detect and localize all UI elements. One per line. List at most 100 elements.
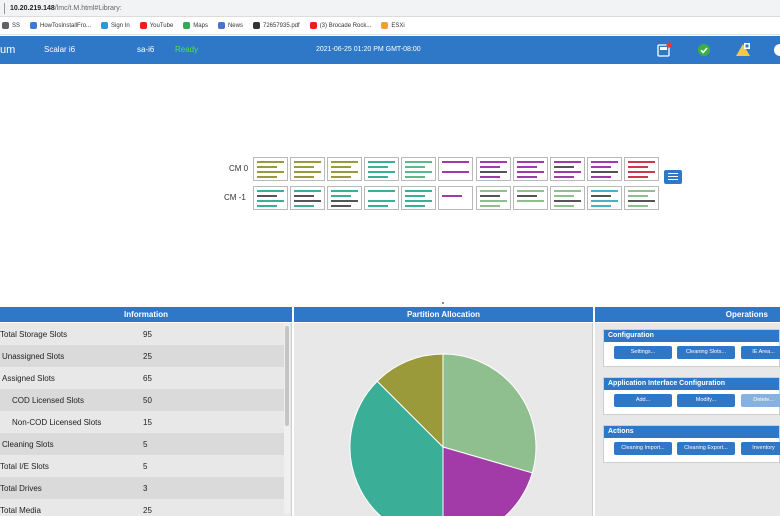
- tape-slot: [257, 166, 277, 168]
- tape-slot: [591, 171, 618, 173]
- magazine-slot[interactable]: [550, 186, 585, 210]
- tape-slot: [442, 171, 469, 173]
- magazine-slot[interactable]: [624, 186, 659, 210]
- tape-slot: [442, 190, 469, 192]
- tape-slot: [405, 166, 425, 168]
- pane-splitter-handle[interactable]: [442, 302, 444, 304]
- library-status: Ready: [175, 45, 199, 54]
- bookmark-label: News: [227, 22, 243, 29]
- tape-slot: [405, 171, 432, 173]
- module-label: CM -1: [224, 193, 246, 202]
- bookmark-label: Maps: [193, 22, 208, 29]
- magazine-slot[interactable]: [587, 186, 622, 210]
- tape-slot: [480, 195, 500, 197]
- magazine-slot[interactable]: [438, 186, 473, 210]
- operation-button[interactable]: Add...: [614, 394, 672, 407]
- tape-slot: [591, 195, 611, 197]
- bookmark-item[interactable]: ESXi: [381, 22, 405, 29]
- magazine-slot[interactable]: [290, 157, 325, 181]
- sign-in-icon: [101, 22, 109, 29]
- bookmark-item[interactable]: Maps: [183, 22, 208, 29]
- warning-ticket-icon[interactable]: [735, 42, 751, 58]
- bookmark-label: SS: [12, 22, 21, 29]
- magazine-slot[interactable]: [364, 186, 399, 210]
- tape-slot: [554, 161, 581, 163]
- magazine-slot[interactable]: [290, 186, 325, 210]
- magazine-slot[interactable]: [253, 157, 288, 181]
- bookmark-item[interactable]: HowTosInstallFro...: [30, 22, 91, 29]
- bookmark-item[interactable]: SS: [2, 22, 20, 29]
- tape-slot: [628, 200, 655, 202]
- bookmark-item[interactable]: 72657935.pdf: [252, 22, 300, 29]
- bookmark-label: ESXi: [391, 22, 405, 29]
- tape-slot: [517, 190, 544, 192]
- tape-slot: [331, 161, 358, 163]
- operation-button[interactable]: Settings...: [614, 346, 672, 359]
- magazine-slot[interactable]: [513, 157, 548, 181]
- bookmark-item[interactable]: News: [217, 22, 243, 29]
- partition-allocation-header: Partition Allocation: [294, 307, 593, 322]
- tape-slot: [405, 205, 425, 207]
- tape-slot: [331, 176, 351, 178]
- pie-slice[interactable]: [442, 446, 533, 516]
- browser-address-bar[interactable]: 10.20.219.148/lmc/t.M.html#Library:: [0, 0, 780, 17]
- info-row: Unassigned Slots 25: [0, 345, 284, 367]
- tape-slot: [480, 166, 500, 168]
- info-row: Cleaning Slots 5: [0, 433, 284, 455]
- tape-slot: [257, 161, 284, 163]
- information-scrollbar[interactable]: [284, 324, 290, 514]
- pie-slice[interactable]: [349, 380, 444, 516]
- tape-slot: [554, 166, 574, 168]
- user-icon[interactable]: [772, 42, 780, 58]
- magazine-slot[interactable]: [624, 157, 659, 181]
- tape-slot: [294, 195, 314, 197]
- magazine-slot[interactable]: [401, 157, 436, 181]
- magazine-slot[interactable]: [253, 186, 288, 210]
- operation-button[interactable]: Inventory: [741, 442, 780, 455]
- info-row-label: Total I/E Slots: [0, 462, 49, 471]
- magazine-slot[interactable]: [401, 186, 436, 210]
- magazine-slot[interactable]: [476, 157, 511, 181]
- scrollbar-thumb[interactable]: [285, 326, 289, 426]
- tape-slot: [480, 205, 500, 207]
- operation-button[interactable]: IE Area...: [741, 346, 780, 359]
- info-row-value: 5: [143, 440, 148, 449]
- info-row: Assigned Slots 65: [0, 367, 284, 389]
- magazine-slot[interactable]: [364, 157, 399, 181]
- address-url[interactable]: 10.20.219.148/lmc/t.M.html#Library:: [10, 5, 122, 12]
- operation-button[interactable]: Delete...: [741, 394, 780, 407]
- operation-button[interactable]: Cleaning Import...: [614, 442, 672, 455]
- magazine-slot[interactable]: [587, 157, 622, 181]
- magazine-slot[interactable]: [327, 157, 362, 181]
- magazine-slot[interactable]: [327, 186, 362, 210]
- ok-check-icon[interactable]: [696, 42, 712, 58]
- list-view-button[interactable]: [664, 170, 682, 184]
- folder-icon: [2, 22, 9, 29]
- tape-slot: [405, 190, 432, 192]
- tape-slot: [442, 200, 469, 202]
- list-view-line: [668, 179, 678, 180]
- drive-alert-icon[interactable]: [656, 42, 672, 58]
- pie-slice[interactable]: [442, 353, 537, 474]
- pie-slice[interactable]: [376, 353, 444, 449]
- bookmark-item[interactable]: (3) Brocade Rock...: [309, 22, 371, 29]
- tape-slot: [591, 190, 618, 192]
- tape-slot: [628, 171, 655, 173]
- operation-button[interactable]: Cleaning Slots...: [677, 346, 735, 359]
- tape-slot: [554, 200, 581, 202]
- magazine-slot[interactable]: [438, 157, 473, 181]
- bookmarks-bar: SS HowTosInstallFro... Sign In YouTube Maps N…: [0, 17, 780, 35]
- tape-slot: [517, 195, 537, 197]
- header-datetime: 2021-06-25 01:20 PM GMT-08:00: [316, 46, 421, 53]
- magazine-slot[interactable]: [513, 186, 548, 210]
- magazine-slot[interactable]: [476, 186, 511, 210]
- tape-slot: [480, 200, 507, 202]
- bookmark-item[interactable]: Sign In: [101, 22, 130, 29]
- tape-slot: [628, 161, 655, 163]
- info-row-label: Total Drives: [0, 484, 42, 493]
- magazine-slot[interactable]: [550, 157, 585, 181]
- bookmark-item[interactable]: YouTube: [139, 22, 173, 29]
- operation-button[interactable]: Modify...: [677, 394, 735, 407]
- operation-button[interactable]: Cleaning Export...: [677, 442, 735, 455]
- tape-slot: [368, 176, 388, 178]
